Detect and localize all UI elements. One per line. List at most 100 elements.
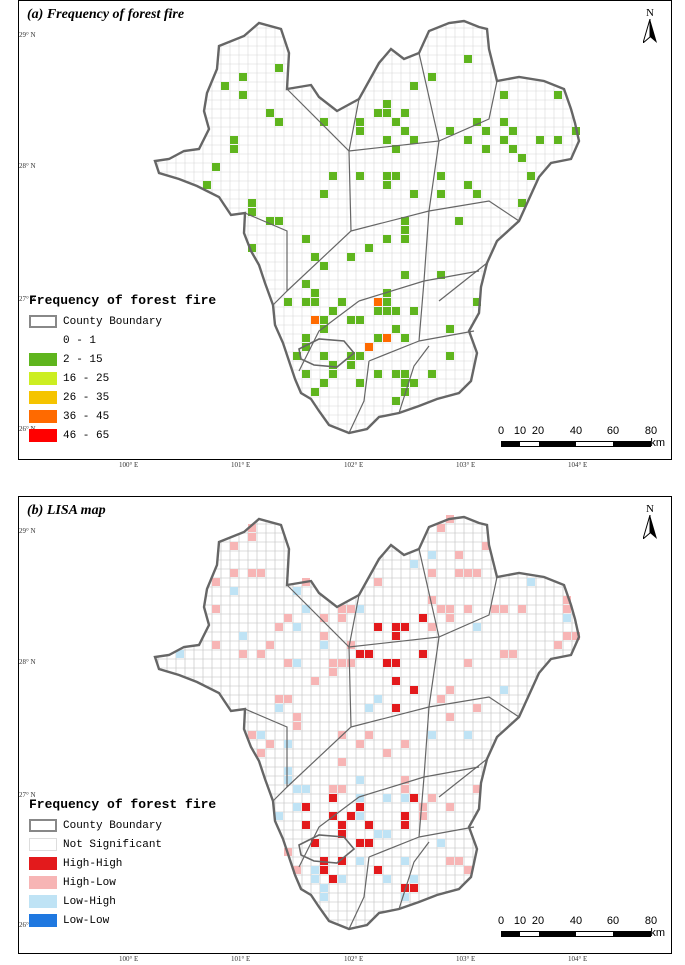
fire-cell [518,199,526,207]
fire-cell [374,830,382,838]
fire-cell [320,884,328,892]
fire-cell [428,569,436,577]
legend-item-26-35: 26 - 35 [29,388,216,407]
fire-cell [392,145,400,153]
fire-cell [392,397,400,405]
panel-title: (a) Frequency of forest fire [27,7,185,22]
fire-cell [446,325,454,333]
fire-cell [356,839,364,847]
fire-cell [365,821,373,829]
fire-cell [338,821,346,829]
fire-cell [347,361,355,369]
fire-cell [428,794,436,802]
fire-cell [356,605,364,613]
fire-cell [401,217,409,225]
county-boundary [438,262,488,302]
fire-cell [356,379,364,387]
fire-cell [275,812,283,820]
county-boundary [418,826,475,838]
fire-cell [302,298,310,306]
north-arrow-icon [642,514,657,541]
lon-label-102: 102° E [344,955,364,963]
fire-cell [401,623,409,631]
fire-cell [302,235,310,243]
fire-cell [203,181,211,189]
fire-cell [410,686,418,694]
fire-cell [239,632,247,640]
fire-cell [266,109,274,117]
fire-cell [446,352,454,360]
fire-cell [320,352,328,360]
fire-cell [320,316,328,324]
fire-cell [410,794,418,802]
scale-tick-80: 80 [644,425,658,437]
county-boundary [298,834,356,864]
fire-cell [320,641,328,649]
lon-label-100: 100° E [119,461,139,469]
scale-tick-10: 10 [513,915,527,927]
fire-cell [428,73,436,81]
fire-cell [356,172,364,180]
fire-cell [392,307,400,315]
fire-cell [356,352,364,360]
fire-cell [401,776,409,784]
fire-cell [338,830,346,838]
fire-cell [455,857,463,865]
fire-cell [428,623,436,631]
fire-cell [302,334,310,342]
fire-cell [383,181,391,189]
fire-cell [320,325,328,333]
legend-swatch [29,876,57,889]
fire-cell [455,569,463,577]
lat-label-27: 27° N [19,295,36,303]
fire-cell [302,821,310,829]
lisa-map-panel: (b) LISA map N 29° N 28° N 27° N 26° N 1… [18,496,672,963]
fire-cell [293,803,301,811]
fire-cell [446,686,454,694]
fire-cell [248,244,256,252]
fire-cell [500,650,508,658]
fire-cell [383,334,391,342]
fire-cell [383,172,391,180]
fire-cell [365,244,373,252]
fire-cell [248,524,256,532]
fire-cell [410,190,418,198]
outer-boundary [153,19,581,435]
fire-cell [311,289,319,297]
fire-cell [482,127,490,135]
county-boundary [298,796,360,868]
fire-cell [329,361,337,369]
fire-cell [518,154,526,162]
county-boundary [438,758,488,798]
county-boundary [423,270,480,282]
fire-cell [374,298,382,306]
scale-tick-60: 60 [606,425,620,437]
fire-cell [302,370,310,378]
county-boundary [298,338,356,368]
fire-cell [293,722,301,730]
legend-item-high-low: High-Low [29,873,216,892]
fire-cell [338,614,346,622]
fire-cell [464,136,472,144]
frequency-map-panel: (a) Frequency of forest fire N 29° N 28°… [18,0,672,469]
fire-cell [500,136,508,144]
fire-cell [473,704,481,712]
fire-cell [401,812,409,820]
fire-cell [320,379,328,387]
fire-cell [356,803,364,811]
fire-cell [437,172,445,180]
fire-cell [455,551,463,559]
fire-cell [392,325,400,333]
fire-cell [320,632,328,640]
fire-cell [374,695,382,703]
county-boundary [398,345,430,414]
county-boundary [428,696,520,718]
fire-cell [230,542,238,550]
fire-cell [392,659,400,667]
fire-cell [347,641,355,649]
fire-cell [401,388,409,396]
fire-cell [374,578,382,586]
fire-cell [338,758,346,766]
fire-cell [365,839,373,847]
frequency-map [153,19,581,435]
